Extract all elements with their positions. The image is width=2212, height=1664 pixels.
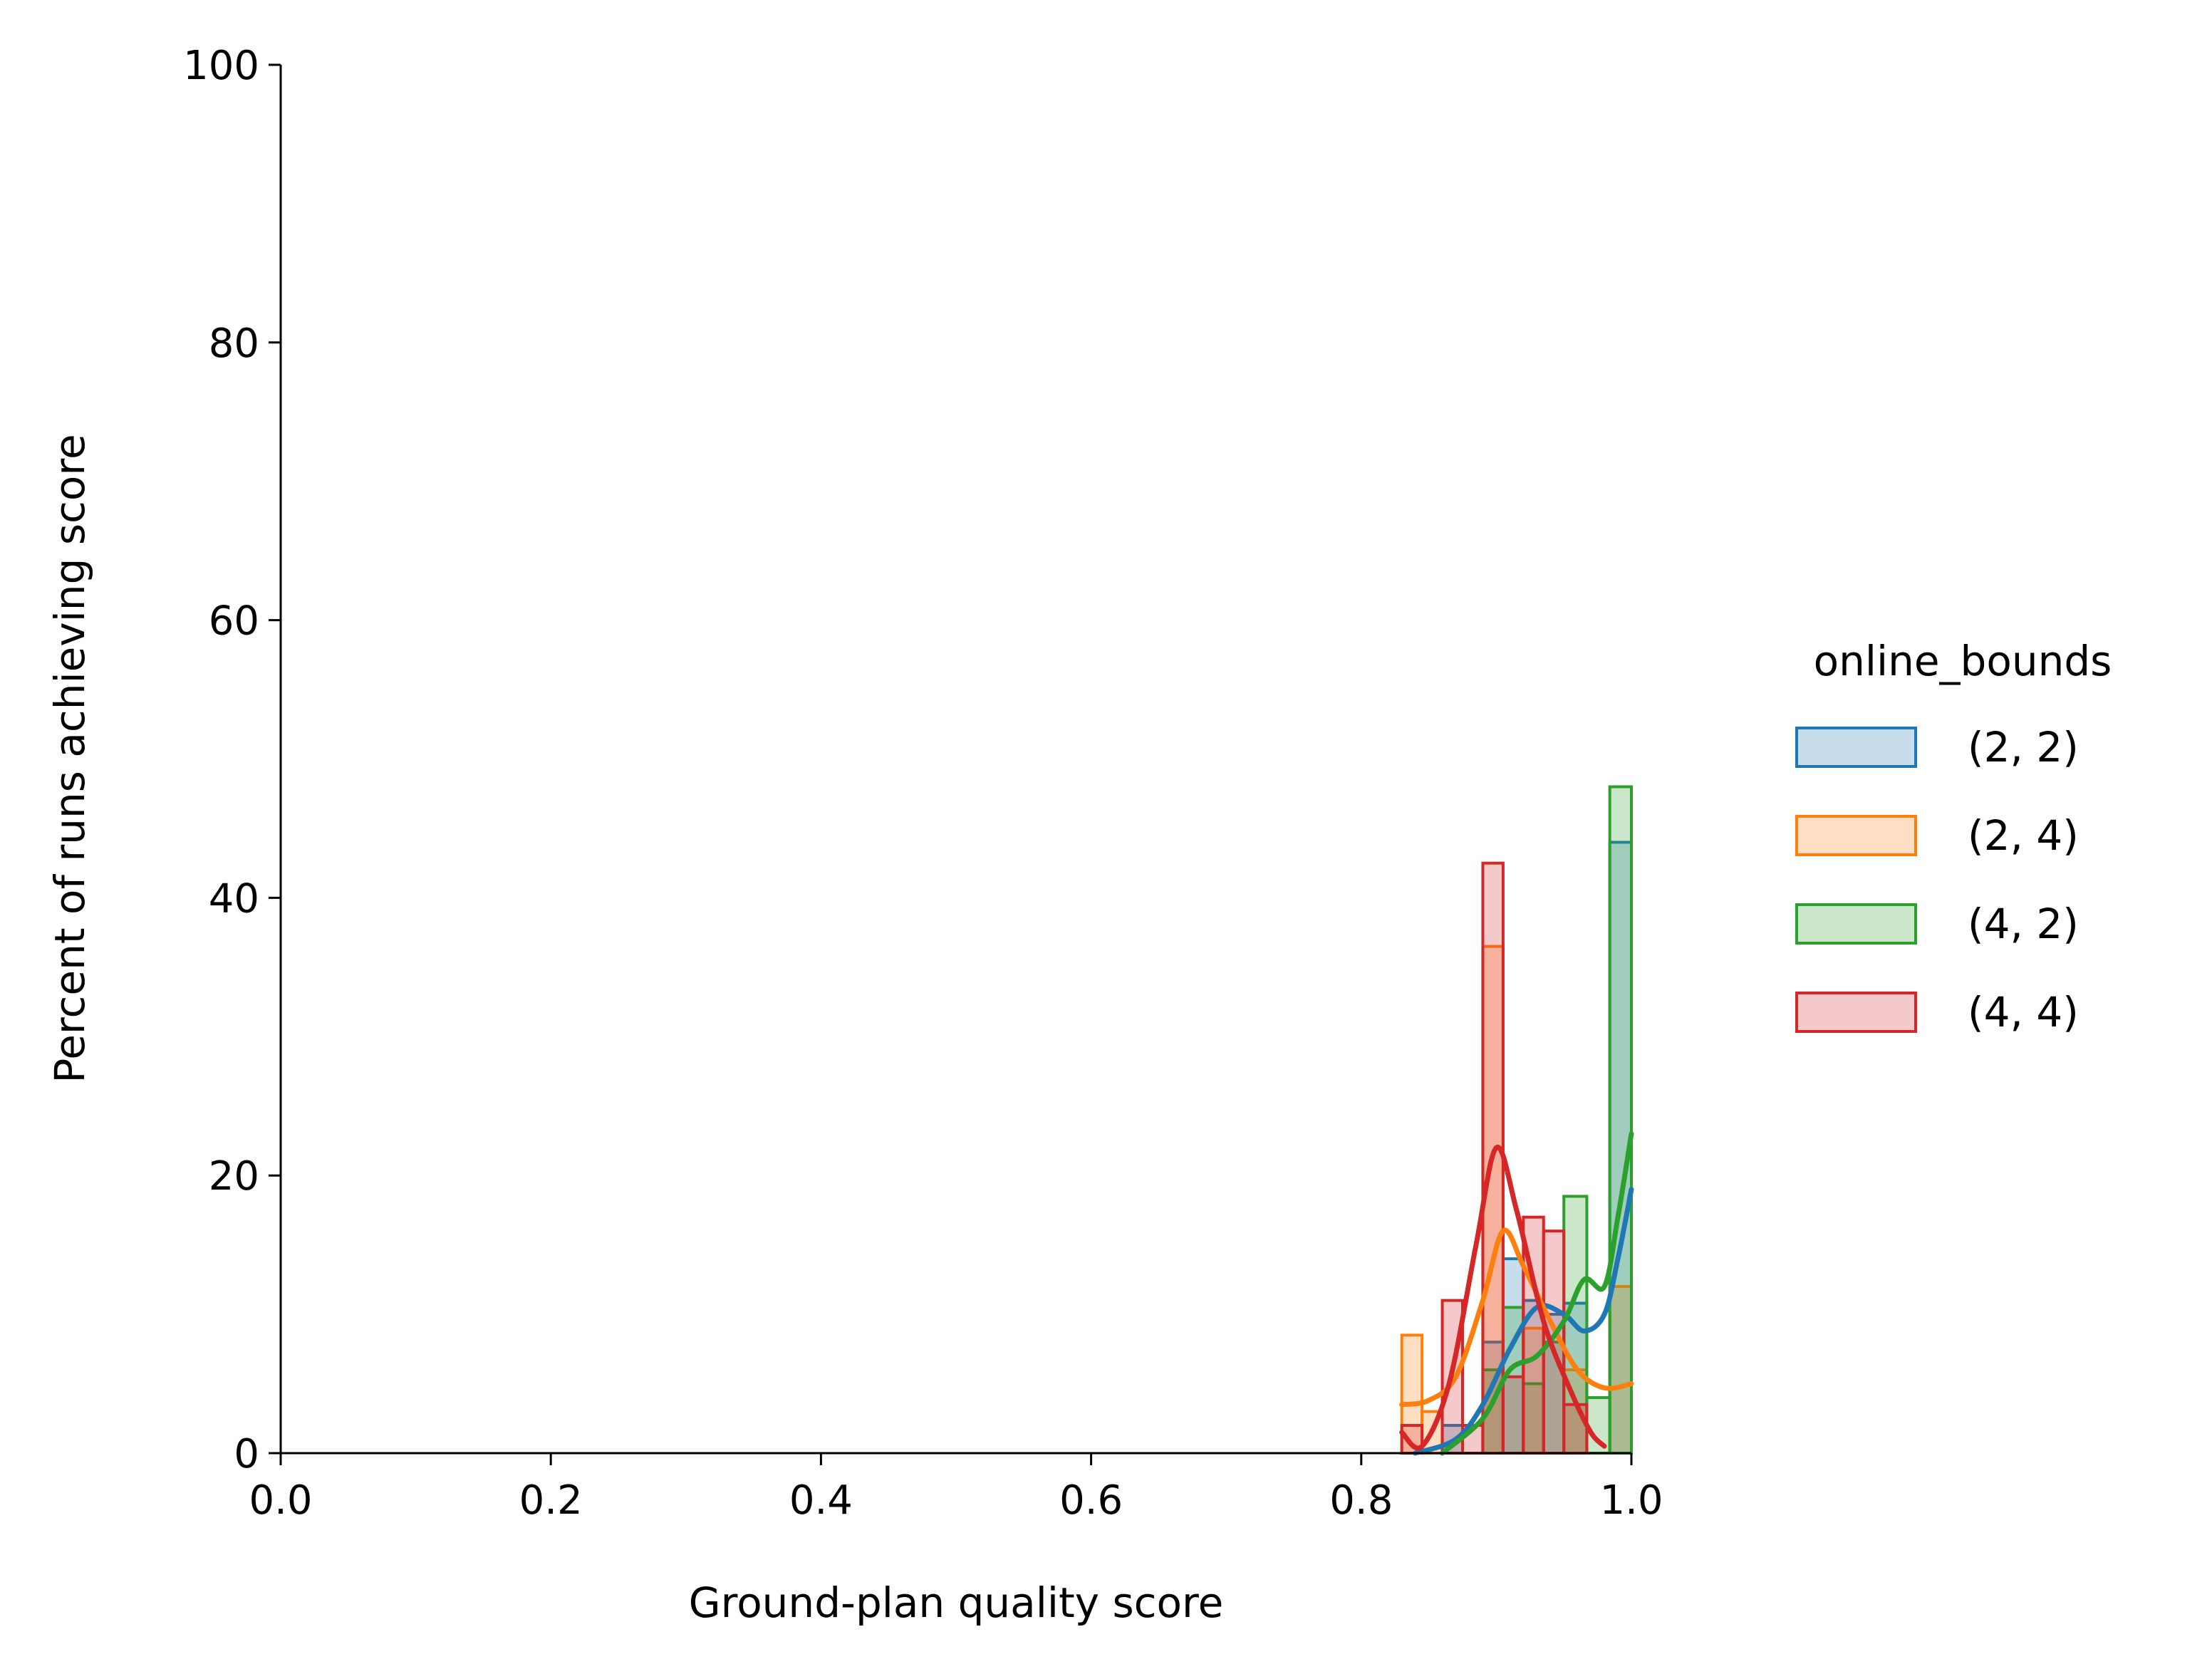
x-tick-label: 0.8	[1329, 1477, 1393, 1524]
y-tick-label: 20	[209, 1153, 259, 1200]
y-tick-label: 60	[209, 598, 259, 645]
legend-entry-2-4: (2, 4)	[1795, 811, 2079, 860]
legend-swatch	[1795, 815, 1917, 856]
kde-curve-4-2	[1440, 1131, 1634, 1456]
histogram-bars	[1400, 785, 1634, 1455]
y-tick-label: 100	[183, 43, 259, 89]
legend-swatch	[1795, 903, 1917, 945]
x-axis-ticks: 0.0 0.2 0.4 0.6 0.8 1.0	[249, 1453, 1663, 1524]
legend-label: (4, 4)	[1968, 988, 2079, 1036]
plot-area	[1399, 785, 1634, 1456]
legend-entries: (2, 2) (2, 4) (4, 2) (4, 4)	[1795, 723, 2079, 1036]
legend-swatch	[1795, 727, 1917, 768]
x-tick-label: 0.0	[249, 1477, 312, 1524]
y-axis-title: Percent of runs achieving score	[46, 434, 94, 1083]
y-axis-ticks: 0 20 40 60 80 100	[183, 43, 281, 1477]
legend-swatch	[1795, 992, 1917, 1033]
y-tick-label: 40	[209, 875, 259, 922]
histogram-bar	[1562, 1403, 1589, 1455]
y-tick-label: 80	[209, 321, 259, 367]
legend-entry-4-4: (4, 4)	[1795, 988, 2079, 1036]
legend-entry-2-2: (2, 2)	[1795, 723, 2079, 771]
kde-curves	[1399, 1131, 1634, 1456]
legend-entry-4-2: (4, 2)	[1795, 900, 2079, 948]
x-axis-title: Ground-plan quality score	[689, 1579, 1224, 1627]
series-4-2-bars	[1481, 785, 1634, 1455]
legend-label: (2, 4)	[1968, 811, 2079, 860]
legend-label: (2, 2)	[1968, 723, 2079, 771]
histogram-bar	[1501, 1375, 1525, 1455]
x-tick-label: 0.4	[789, 1477, 853, 1524]
legend-label: (4, 2)	[1968, 900, 2079, 948]
x-tick-label: 0.2	[519, 1477, 583, 1524]
axes: 0.0 0.2 0.4 0.6 0.8 1.0 0 20 40 60 80 100 Ground-p…	[46, 43, 1663, 1627]
kde-curve-4-4	[1399, 1145, 1607, 1451]
kde-curve-2-2	[1413, 1187, 1634, 1456]
histogram-bar	[1608, 785, 1634, 1455]
legend: online_bounds (2, 2) (2, 4) (4, 2) (4, 4)	[1795, 637, 2112, 1036]
x-tick-label: 0.6	[1059, 1477, 1123, 1524]
y-tick-label: 0	[234, 1431, 259, 1477]
legend-title: online_bounds	[1814, 637, 2112, 685]
x-tick-label: 1.0	[1599, 1477, 1663, 1524]
